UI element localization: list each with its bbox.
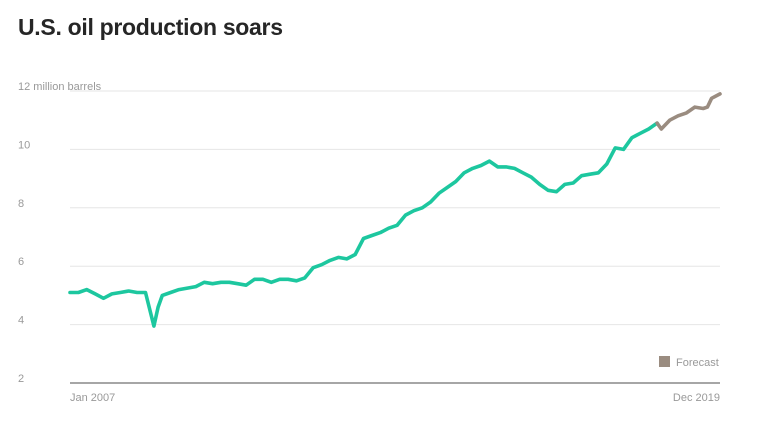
gridlines: [70, 90, 720, 326]
y-tick-labels: 12 million barrels 10 8 6 4 2: [18, 81, 102, 385]
legend-label-forecast: Forecast: [676, 357, 719, 369]
y-tick-label-4: 4: [18, 315, 24, 327]
y-tick-label-6: 6: [18, 256, 24, 268]
x-axis: Jan 2007 Dec 2019: [70, 382, 720, 404]
y-tick-label-2: 2: [18, 373, 24, 385]
forecast-line: [655, 92, 722, 131]
x-tick-label-2007-01: Jan 2007: [70, 392, 115, 404]
y-tick-label-8: 8: [18, 198, 24, 210]
legend: Forecast: [659, 356, 719, 369]
legend-swatch-forecast: [659, 356, 670, 367]
x-tick-label-2019-12: Dec 2019: [673, 392, 720, 404]
data-lines: [68, 92, 722, 328]
y-tick-label-12: 12 million barrels: [18, 81, 102, 93]
actual-line: [68, 121, 659, 328]
chart-title: U.S. oil production soars: [18, 14, 283, 40]
y-tick-label-10: 10: [18, 139, 30, 151]
